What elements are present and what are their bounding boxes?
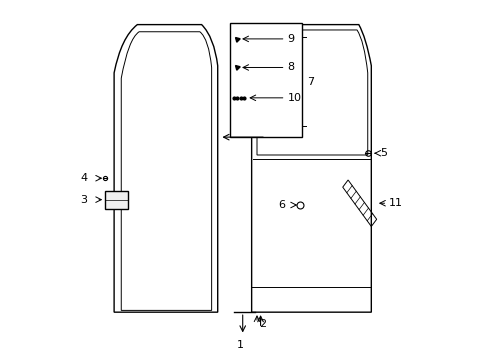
Text: 8: 8 [287, 63, 294, 72]
Text: 9: 9 [287, 34, 294, 44]
Text: 5: 5 [380, 148, 386, 158]
FancyBboxPatch shape [105, 191, 128, 208]
Text: 3: 3 [80, 195, 87, 204]
Text: 2: 2 [258, 319, 265, 329]
FancyBboxPatch shape [230, 23, 301, 137]
Text: 6: 6 [278, 200, 285, 210]
Text: 1: 1 [236, 340, 243, 350]
Text: 10: 10 [287, 93, 301, 103]
Text: 7: 7 [306, 77, 313, 87]
Text: 11: 11 [388, 198, 402, 208]
Text: 4: 4 [80, 173, 87, 183]
